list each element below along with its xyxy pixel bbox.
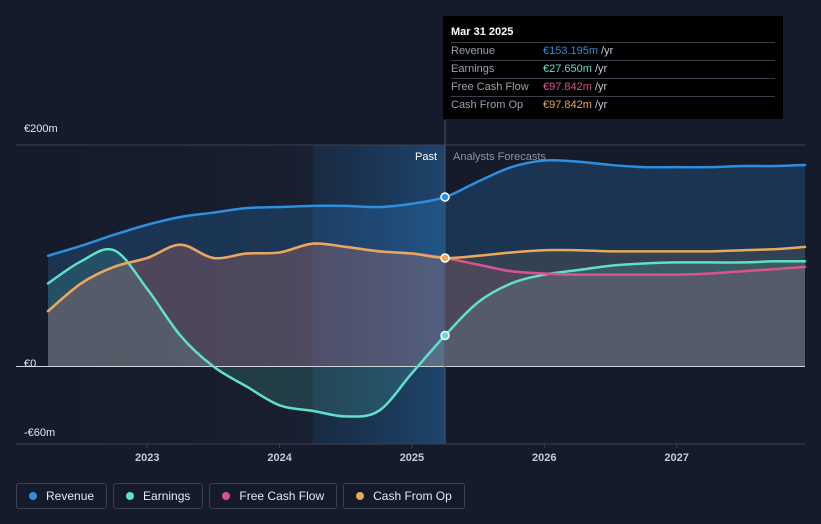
x-tick-label: 2027 — [664, 452, 688, 464]
legend-dot-icon — [222, 492, 231, 500]
tooltip: Mar 31 2025 Revenue €153.195m /yr Earnin… — [443, 16, 783, 119]
area-free-cash-flow — [48, 243, 805, 367]
y-tick-label: -€60m — [24, 427, 55, 439]
marker-earnings — [440, 330, 450, 341]
tooltip-label: Earnings — [451, 63, 495, 75]
legend-item-cash-from-op[interactable]: Cash From Op — [343, 483, 465, 509]
x-tick-label: 2025 — [400, 452, 424, 464]
legend-item-free-cash-flow[interactable]: Free Cash Flow — [209, 483, 338, 509]
tooltip-row-revenue: Revenue €153.195m /yr — [451, 43, 775, 61]
area-earnings — [48, 249, 805, 417]
x-tick-label: 2023 — [135, 452, 159, 464]
marker-revenue — [440, 192, 450, 202]
legend-label: Cash From Op — [373, 489, 452, 503]
highlight-band — [312, 145, 446, 444]
past-label: Past — [415, 151, 437, 163]
legend-label: Earnings — [143, 489, 191, 503]
x-tick-label: 2024 — [267, 452, 292, 464]
tooltip-label: Cash From Op — [451, 99, 524, 111]
tooltip-unit: /yr — [594, 63, 608, 75]
line-cash-from-op — [46, 242, 807, 313]
forecast-label: Analysts Forecasts — [453, 151, 546, 163]
tooltip-row-earnings: Earnings €27.650m /yr — [451, 61, 775, 79]
y-tick-label: €200m — [24, 123, 58, 135]
tooltip-value: €153.195m — [543, 45, 599, 57]
marker-cash-from-op — [440, 253, 450, 263]
tooltip-value: €27.650m — [543, 63, 592, 75]
legend-dot-icon — [29, 492, 37, 500]
tooltip-value: €97.842m — [543, 99, 592, 111]
legend-item-revenue[interactable]: Revenue — [16, 483, 108, 509]
line-revenue — [46, 158, 807, 258]
legend: Revenue Earnings Free Cash Flow Cash Fro… — [16, 483, 465, 509]
tooltip-value: €97.842m — [543, 81, 592, 93]
legend-label: Revenue — [46, 489, 95, 503]
tooltip-row-cash-from-op: Cash From Op €97.842m /yr — [451, 97, 775, 114]
tooltip-label: Revenue — [451, 45, 496, 57]
legend-item-earnings[interactable]: Earnings — [113, 483, 204, 509]
legend-dot-icon — [126, 492, 135, 500]
line-earnings — [46, 247, 807, 418]
tooltip-label: Free Cash Flow — [451, 81, 529, 93]
tooltip-date: Mar 31 2025 — [451, 22, 775, 43]
tooltip-unit: /yr — [594, 81, 608, 93]
tooltip-row-free-cash-flow: Free Cash Flow €97.842m /yr — [451, 79, 775, 97]
area-revenue — [48, 160, 805, 367]
x-tick-label: 2026 — [532, 452, 556, 464]
legend-dot-icon — [356, 492, 365, 500]
tooltip-unit: /yr — [594, 99, 608, 111]
legend-label: Free Cash Flow — [239, 489, 325, 503]
tooltip-unit: /yr — [601, 45, 614, 57]
y-tick-label: €0 — [24, 358, 36, 370]
